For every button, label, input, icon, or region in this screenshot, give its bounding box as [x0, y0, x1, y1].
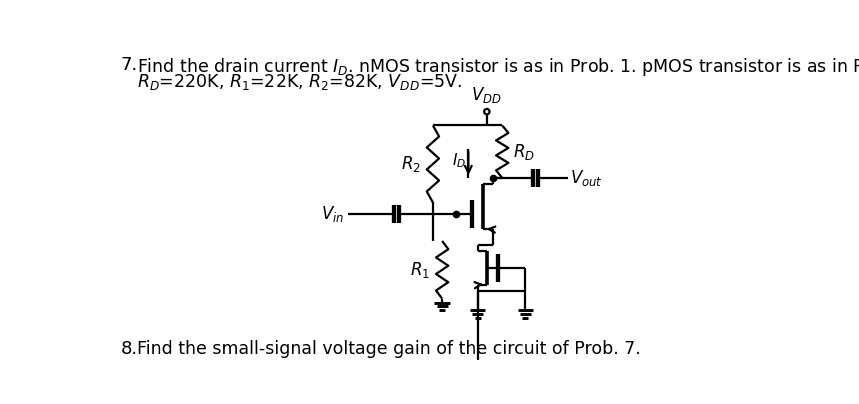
Text: 7.: 7.: [120, 56, 137, 74]
Text: Find the small-signal voltage gain of the circuit of Prob. 7.: Find the small-signal voltage gain of th…: [137, 339, 641, 358]
Text: Find the drain current $I_D$. nMOS transistor is as in Prob. 1. pMOS transistor : Find the drain current $I_D$. nMOS trans…: [137, 56, 859, 78]
Text: $I_D$: $I_D$: [452, 152, 466, 170]
Text: 8.: 8.: [120, 339, 137, 358]
Text: $V_{in}$: $V_{in}$: [321, 204, 344, 224]
Text: $R_1$: $R_1$: [410, 260, 430, 280]
Text: $R_D$: $R_D$: [513, 142, 535, 162]
Text: $V_{out}$: $V_{out}$: [570, 168, 603, 188]
Text: $V_{DD}$: $V_{DD}$: [472, 86, 503, 105]
Text: $R_2$: $R_2$: [401, 154, 421, 174]
Text: $R_D$=220K, $R_1$=22K, $R_2$=82K, $V_{DD}$=5V.: $R_D$=220K, $R_1$=22K, $R_2$=82K, $V_{DD…: [137, 72, 462, 93]
